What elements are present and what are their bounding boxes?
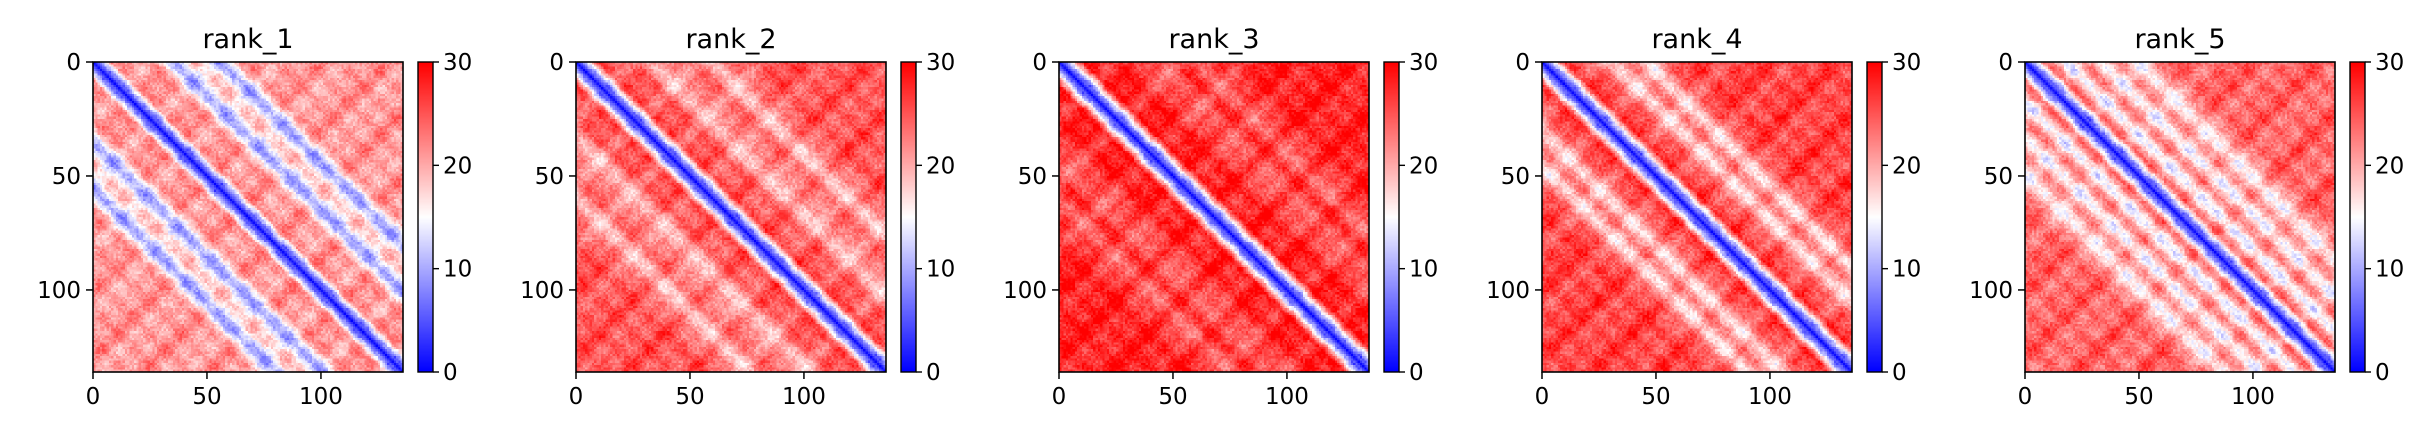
plot-frame (1541, 61, 1853, 373)
colorbar-tick-label: 0 (926, 360, 941, 386)
colorbar-frame (417, 61, 434, 373)
heatmap-image (1059, 62, 1369, 372)
panel-title: rank_4 (1651, 24, 1742, 55)
colorbar-tick-label: 10 (1409, 257, 1438, 283)
x-tick-label: 50 (1641, 384, 1670, 410)
panel-title: rank_5 (2134, 24, 2225, 55)
x-tick-label: 50 (192, 384, 221, 410)
heatmap-panel-5: rank_5 0 50 100 0 50 100 0 10 20 30 (1969, 24, 2404, 410)
y-tick-label: 50 (52, 164, 81, 190)
plot-frame (2024, 61, 2336, 373)
y-tick-label: 50 (1018, 164, 1047, 190)
colorbar-tick-label: 30 (1892, 50, 1921, 76)
colorbar-tick-label: 0 (1409, 360, 1424, 386)
colorbar-gradient (1867, 62, 1882, 372)
y-tick-label: 50 (1984, 164, 2013, 190)
x-tick-label: 100 (299, 384, 343, 410)
colorbar-tick-label: 20 (2375, 153, 2404, 179)
x-tick-label: 100 (1748, 384, 1792, 410)
plot-frame (1058, 61, 1370, 373)
colorbar-tick-label: 10 (926, 257, 955, 283)
plot-frame (92, 61, 404, 373)
colorbar-gradient (2350, 62, 2365, 372)
heatmap-panel-1: rank_1 0 50 100 0 50 100 0 10 20 30 (37, 24, 472, 410)
colorbar-tick-label: 20 (1892, 153, 1921, 179)
x-tick-label: 0 (569, 384, 584, 410)
panel-title: rank_3 (1168, 24, 1259, 55)
heatmap-panel-2: rank_2 0 50 100 0 50 100 0 10 20 30 (520, 24, 955, 410)
colorbar-gradient (1384, 62, 1399, 372)
colorbar-frame (900, 61, 917, 373)
heatmap-image (93, 62, 403, 372)
colorbar-tick-label: 30 (443, 50, 472, 76)
colorbar-tick-label: 10 (443, 257, 472, 283)
y-tick-label: 100 (1486, 278, 1530, 304)
heatmap-panel-4: rank_4 0 50 100 0 50 100 0 10 20 30 (1486, 24, 1921, 410)
colorbar-tick-label: 30 (1409, 50, 1438, 76)
x-tick-label: 100 (1265, 384, 1309, 410)
colorbar-gradient (901, 62, 916, 372)
x-tick-label: 0 (2018, 384, 2033, 410)
colorbar-frame (2349, 61, 2366, 373)
colorbar-tick-label: 0 (443, 360, 458, 386)
y-tick-label: 100 (1969, 278, 2013, 304)
y-tick-label: 0 (1998, 50, 2013, 76)
y-tick-label: 0 (1515, 50, 1530, 76)
heatmap-panel-3: rank_3 0 50 100 0 50 100 0 10 20 30 (1003, 24, 1438, 410)
colorbar-frame (1866, 61, 1883, 373)
x-tick-label: 50 (1158, 384, 1187, 410)
colorbar-tick-label: 0 (2375, 360, 2390, 386)
y-tick-label: 50 (535, 164, 564, 190)
colorbar-tick-label: 10 (2375, 257, 2404, 283)
y-tick-label: 0 (1032, 50, 1047, 76)
colorbar-tick-label: 20 (926, 153, 955, 179)
x-tick-label: 0 (86, 384, 101, 410)
colorbar-tick-label: 0 (1892, 360, 1907, 386)
y-tick-label: 0 (549, 50, 564, 76)
x-tick-label: 50 (675, 384, 704, 410)
heatmap-image (576, 62, 886, 372)
x-tick-label: 0 (1535, 384, 1550, 410)
colorbar-tick-label: 30 (2375, 50, 2404, 76)
heatmap-image (2025, 62, 2335, 372)
y-tick-label: 100 (520, 278, 564, 304)
y-tick-label: 50 (1501, 164, 1530, 190)
heatmap-image (1542, 62, 1852, 372)
colorbar-frame (1383, 61, 1400, 373)
panel-title: rank_1 (202, 24, 293, 55)
plot-frame (575, 61, 887, 373)
colorbar-gradient (418, 62, 433, 372)
y-tick-label: 100 (1003, 278, 1047, 304)
x-tick-label: 100 (782, 384, 826, 410)
x-tick-label: 50 (2124, 384, 2153, 410)
colorbar-tick-label: 10 (1892, 257, 1921, 283)
panel-title: rank_2 (685, 24, 776, 55)
x-tick-label: 100 (2231, 384, 2275, 410)
colorbar-tick-label: 20 (443, 153, 472, 179)
y-tick-label: 0 (66, 50, 81, 76)
colorbar-tick-label: 30 (926, 50, 955, 76)
colorbar-tick-label: 20 (1409, 153, 1438, 179)
y-tick-label: 100 (37, 278, 81, 304)
x-tick-label: 0 (1052, 384, 1067, 410)
